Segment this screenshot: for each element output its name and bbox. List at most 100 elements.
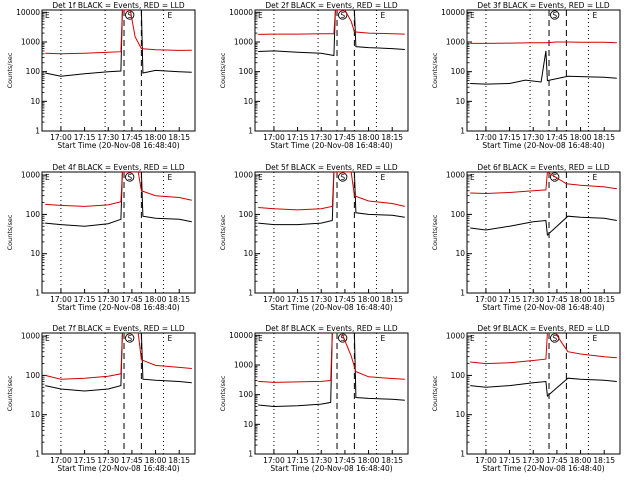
region-label-e-end: E (167, 11, 172, 20)
x-tick-label: 17:15 (499, 456, 521, 465)
y-tick-label: 10 (30, 410, 40, 419)
y-tick-label: 10000 (16, 8, 40, 17)
y-tick-label: 1 (460, 450, 465, 459)
plot-frame (41, 9, 196, 132)
y-tick-label: 100 (239, 67, 254, 76)
x-tick-label: 17:00 (50, 295, 72, 304)
x-tick-label: 17:30 (97, 456, 119, 465)
y-tick-label: 1 (35, 450, 40, 459)
x-tick-label: 17:15 (287, 133, 309, 142)
y-tick-label: 100 (26, 67, 41, 76)
x-tick-label: 17:00 (50, 133, 72, 142)
y-axis-label: Counts/sec (219, 52, 227, 88)
y-tick-label: 1000 (446, 171, 465, 180)
region-label-e-end: E (380, 11, 385, 20)
x-tick-label: 18:00 (570, 133, 592, 142)
y-tick-label: 100 (26, 210, 41, 219)
x-axis-label: Start Time (20-Nov-08 16:48:40) (482, 141, 604, 150)
region-label-e-start: E (45, 173, 50, 182)
region-label-e-end: E (592, 173, 597, 182)
x-tick-label: 17:00 (475, 295, 497, 304)
y-tick-label: 10 (455, 97, 465, 106)
region-label-e-start: E (258, 334, 263, 343)
x-tick-label: 17:45 (546, 295, 568, 304)
y-tick-label: 1 (35, 127, 40, 136)
y-tick-label: 10 (243, 97, 253, 106)
plot-frame (254, 332, 409, 455)
series-events (45, 10, 192, 77)
region-label-s: S (340, 334, 345, 343)
x-tick-label: 18:15 (168, 456, 190, 465)
region-label-e-start: E (45, 11, 50, 20)
region-label-s: S (552, 11, 557, 20)
x-tick-label: 18:00 (358, 133, 380, 142)
x-tick-label: 18:15 (381, 456, 403, 465)
x-tick-label: 17:30 (97, 133, 119, 142)
region-label-e-start: E (45, 334, 50, 343)
panel-det-4f: Det 4f BLACK = Events, RED = LLD 1 10 100 10… (6, 163, 196, 312)
x-tick-label: 17:15 (74, 456, 96, 465)
x-tick-label: 18:15 (168, 133, 190, 142)
y-tick-label: 1 (248, 450, 253, 459)
series-lld (470, 333, 617, 365)
x-tick-label: 17:15 (499, 295, 521, 304)
x-tick-label: 17:15 (287, 295, 309, 304)
x-tick-label: 17:30 (310, 456, 332, 465)
y-axis-label: Counts/sec (431, 52, 439, 88)
x-axis-label: Start Time (20-Nov-08 16:48:40) (57, 141, 179, 150)
x-tick-label: 17:45 (121, 456, 143, 465)
series-events (45, 172, 192, 227)
x-tick-label: 17:00 (50, 456, 72, 465)
x-tick-label: 18:00 (145, 133, 167, 142)
panel-title: Det 4f BLACK = Events, RED = LLD (52, 163, 185, 172)
region-label-s-ring (338, 172, 348, 182)
panel-det-5f: Det 5f BLACK = Events, RED = LLD 1 10 100 10… (219, 163, 409, 312)
y-tick-label: 10 (30, 249, 40, 258)
region-label-e-end: E (592, 334, 597, 343)
y-tick-label: 100 (26, 371, 41, 380)
panel-title: Det 7f BLACK = Events, RED = LLD (52, 324, 185, 333)
y-tick-label: 1 (35, 289, 40, 298)
region-label-s-ring (550, 172, 560, 182)
region-label-s: S (340, 173, 345, 182)
panel-det-9f: Det 9f BLACK = Events, RED = LLD 1 10 100 10… (431, 324, 621, 473)
panel-title: Det 6f BLACK = Events, RED = LLD (477, 163, 610, 172)
region-label-s-ring (338, 333, 348, 343)
region-label-s: S (127, 173, 132, 182)
plot-frame (466, 9, 621, 132)
region-label-e-end: E (380, 334, 385, 343)
y-axis-label: Counts/sec (431, 214, 439, 250)
y-tick-label: 1 (460, 289, 465, 298)
series-events (45, 333, 192, 392)
series-events (470, 377, 617, 398)
y-tick-label: 100 (451, 210, 466, 219)
series-lld (45, 10, 192, 55)
x-tick-label: 17:45 (334, 295, 356, 304)
region-label-s: S (127, 334, 132, 343)
panel-det-8f: Det 8f BLACK = Events, RED = LLD 1 10 100 10… (219, 324, 409, 473)
x-tick-label: 17:45 (121, 295, 143, 304)
panel-det-2f: Det 2f BLACK = Events, RED = LLD 1 10 100 10… (219, 1, 409, 150)
y-tick-label: 1000 (21, 332, 40, 341)
region-label-s-ring (125, 333, 135, 343)
y-tick-label: 100 (451, 67, 466, 76)
y-tick-label: 100 (451, 371, 466, 380)
x-tick-label: 17:15 (74, 133, 96, 142)
x-axis-label: Start Time (20-Nov-08 16:48:40) (482, 464, 604, 473)
series-lld (45, 172, 192, 207)
x-tick-label: 17:00 (263, 456, 285, 465)
y-tick-label: 10 (455, 410, 465, 419)
panel-title: Det 2f BLACK = Events, RED = LLD (265, 1, 398, 10)
plot-frame (466, 171, 621, 294)
panel-det-3f: Det 3f BLACK = Events, RED = LLD 1 10 100 10… (431, 1, 621, 150)
series-lld (470, 41, 617, 44)
x-tick-label: 17:30 (522, 456, 544, 465)
x-tick-label: 18:00 (145, 295, 167, 304)
y-tick-label: 1000 (234, 361, 253, 370)
panel-det-1f: Det 1f BLACK = Events, RED = LLD 1 10 100 10… (6, 1, 196, 150)
x-axis-label: Start Time (20-Nov-08 16:48:40) (482, 303, 604, 312)
y-axis-label: Counts/sec (6, 214, 14, 250)
x-tick-label: 17:00 (475, 456, 497, 465)
plot-frame (41, 171, 196, 294)
